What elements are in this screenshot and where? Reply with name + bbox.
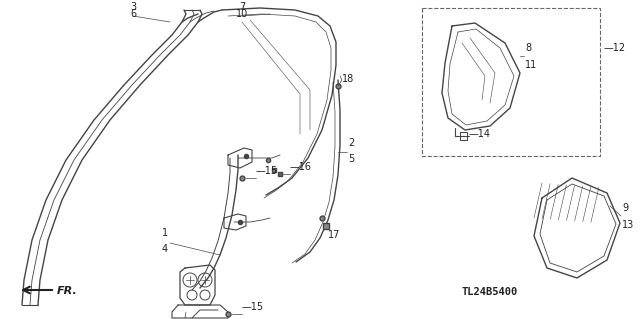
Text: 9: 9 xyxy=(622,203,628,213)
Text: 5: 5 xyxy=(348,154,355,164)
Text: 8: 8 xyxy=(525,43,531,53)
Text: 3: 3 xyxy=(130,2,136,12)
Text: 6: 6 xyxy=(130,9,136,19)
Text: —16: —16 xyxy=(290,162,312,172)
Text: 2: 2 xyxy=(348,138,355,148)
Text: 13: 13 xyxy=(622,220,634,230)
Text: FR.: FR. xyxy=(57,286,77,296)
Text: 7: 7 xyxy=(239,2,245,12)
Text: 4: 4 xyxy=(162,244,168,254)
Text: —12: —12 xyxy=(604,43,626,53)
Text: —14: —14 xyxy=(469,129,491,139)
Text: —15: —15 xyxy=(256,166,278,176)
Text: 18: 18 xyxy=(342,74,355,84)
Text: TL24B5400: TL24B5400 xyxy=(462,287,518,297)
Text: 17: 17 xyxy=(328,230,340,240)
Text: 11: 11 xyxy=(525,60,537,70)
Text: 1: 1 xyxy=(162,228,168,238)
Text: 10: 10 xyxy=(236,9,248,19)
Bar xyxy=(422,8,600,156)
Text: —15: —15 xyxy=(242,302,264,312)
